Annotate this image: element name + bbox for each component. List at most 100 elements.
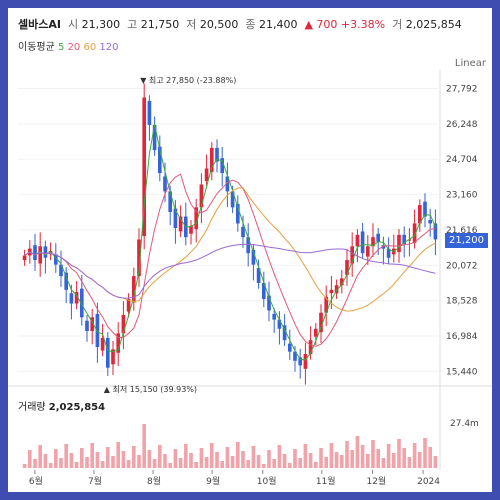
y-tick-label: 18,528 (446, 297, 478, 307)
candle-body (345, 260, 349, 275)
volume-bar (293, 449, 297, 468)
moving-average-legend: 이동평균 5 20 60 120 (18, 38, 119, 53)
candle-body (137, 239, 141, 277)
candle-body (38, 246, 43, 264)
volume-tick-label: 27.4m (450, 419, 479, 429)
volume-bar (298, 458, 303, 468)
y-tick-label: 20,072 (446, 261, 478, 271)
x-tick-label: 11월 (316, 475, 336, 487)
price-chart[interactable]: 27,792 26,248 24,704 23,160 21,616 20,072 18,5… (8, 8, 492, 492)
candle-body (43, 246, 48, 258)
volume-bar (267, 450, 271, 468)
low-label: 저 (186, 18, 197, 31)
candle-body (189, 225, 193, 234)
volume-bar (423, 438, 427, 468)
candle-body (241, 226, 245, 238)
volume-bar (137, 455, 141, 468)
volume-bar (90, 443, 95, 468)
volume-bar (173, 449, 178, 468)
volume-bar (215, 452, 219, 468)
volume-bar (95, 452, 100, 468)
candle-body (79, 288, 84, 318)
candle-body (287, 343, 292, 352)
candle-body (235, 203, 240, 224)
volume-bar (27, 450, 32, 468)
candle-body (215, 147, 219, 162)
candle-body (261, 282, 266, 299)
candle-body (350, 246, 355, 264)
candle-body (225, 176, 230, 192)
volume-bar (256, 455, 261, 468)
volume-bar (397, 439, 401, 468)
volume-bar (163, 454, 167, 468)
volume-bar (199, 448, 204, 468)
volume-bar (303, 444, 308, 468)
candle-body (428, 219, 433, 224)
open-label: 시 (67, 18, 79, 31)
volume-bar (33, 459, 37, 468)
change-pct: +3.38% (340, 18, 386, 31)
ma60-line (24, 187, 436, 312)
x-tick-label: 9월 (206, 475, 220, 487)
candle-body (308, 340, 313, 354)
candle-body (272, 313, 277, 320)
volume-bar (194, 462, 199, 468)
candle-body (313, 328, 318, 337)
volume-bar (22, 464, 27, 468)
ma120-legend[interactable]: 120 (99, 42, 119, 53)
candle-body (111, 349, 115, 365)
candle-body (194, 207, 199, 230)
volume-bar (365, 454, 370, 468)
ma5-line (24, 124, 436, 361)
volume-bar (48, 463, 53, 468)
volume-bar (339, 455, 344, 468)
ma20-legend[interactable]: 20 (67, 42, 81, 53)
volume-bar (277, 445, 282, 468)
candle-body (267, 295, 271, 311)
candle-body (48, 250, 53, 255)
volume-bar (350, 450, 355, 468)
high-annotation: ▼ 최고 27,850 (-23.88%) (140, 75, 236, 85)
change-value: ▲ 700 (304, 18, 338, 31)
candle-body (220, 158, 225, 174)
volume-bar (152, 459, 157, 468)
ma5-legend[interactable]: 5 (58, 42, 65, 53)
volume-bar (168, 463, 173, 468)
volume-bar (53, 449, 58, 468)
volume-bar (235, 442, 240, 468)
candle-body (121, 315, 126, 334)
volume-label: 거 (392, 18, 403, 31)
volume-bar (64, 444, 69, 468)
candle-body (376, 233, 381, 242)
current-price-tag: 21,200 (445, 233, 488, 248)
volume-bar (85, 457, 89, 468)
candle-body (355, 234, 360, 247)
candle-body (85, 320, 89, 332)
volume-bar (111, 456, 115, 468)
volume-bar (230, 456, 235, 468)
candle-body (365, 246, 370, 257)
volume-bar (246, 460, 251, 468)
volume-bar (189, 453, 193, 468)
y-tick-label: 16,984 (446, 332, 478, 342)
candle-body (22, 255, 27, 261)
candle-body (230, 191, 235, 208)
candle-body (173, 208, 178, 228)
volume-bar (126, 460, 131, 468)
candle-body (303, 353, 308, 369)
candle-body (53, 254, 58, 265)
volume-bar (142, 424, 147, 468)
volume-bar (417, 452, 422, 468)
close-value: 21,400 (258, 18, 298, 31)
candle-body (298, 357, 303, 366)
candle-body (69, 293, 74, 304)
volume-bar (433, 456, 438, 468)
volume-bar (204, 457, 209, 468)
volume-bar (147, 450, 152, 468)
candle-body (402, 234, 407, 245)
candle-body (339, 278, 344, 286)
volume-bar (355, 436, 360, 468)
scale-toggle[interactable]: Linear (454, 58, 486, 69)
candle-body (131, 276, 136, 303)
ma60-legend[interactable]: 60 (83, 42, 97, 53)
